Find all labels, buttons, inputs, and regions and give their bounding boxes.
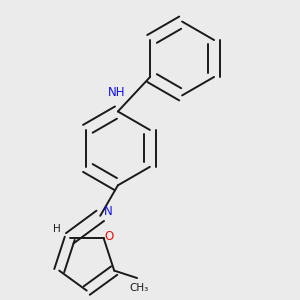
Text: N: N [104,205,112,218]
Text: O: O [105,230,114,243]
Text: H: H [53,224,61,234]
Text: NH: NH [108,86,125,99]
Text: CH₃: CH₃ [129,283,148,293]
